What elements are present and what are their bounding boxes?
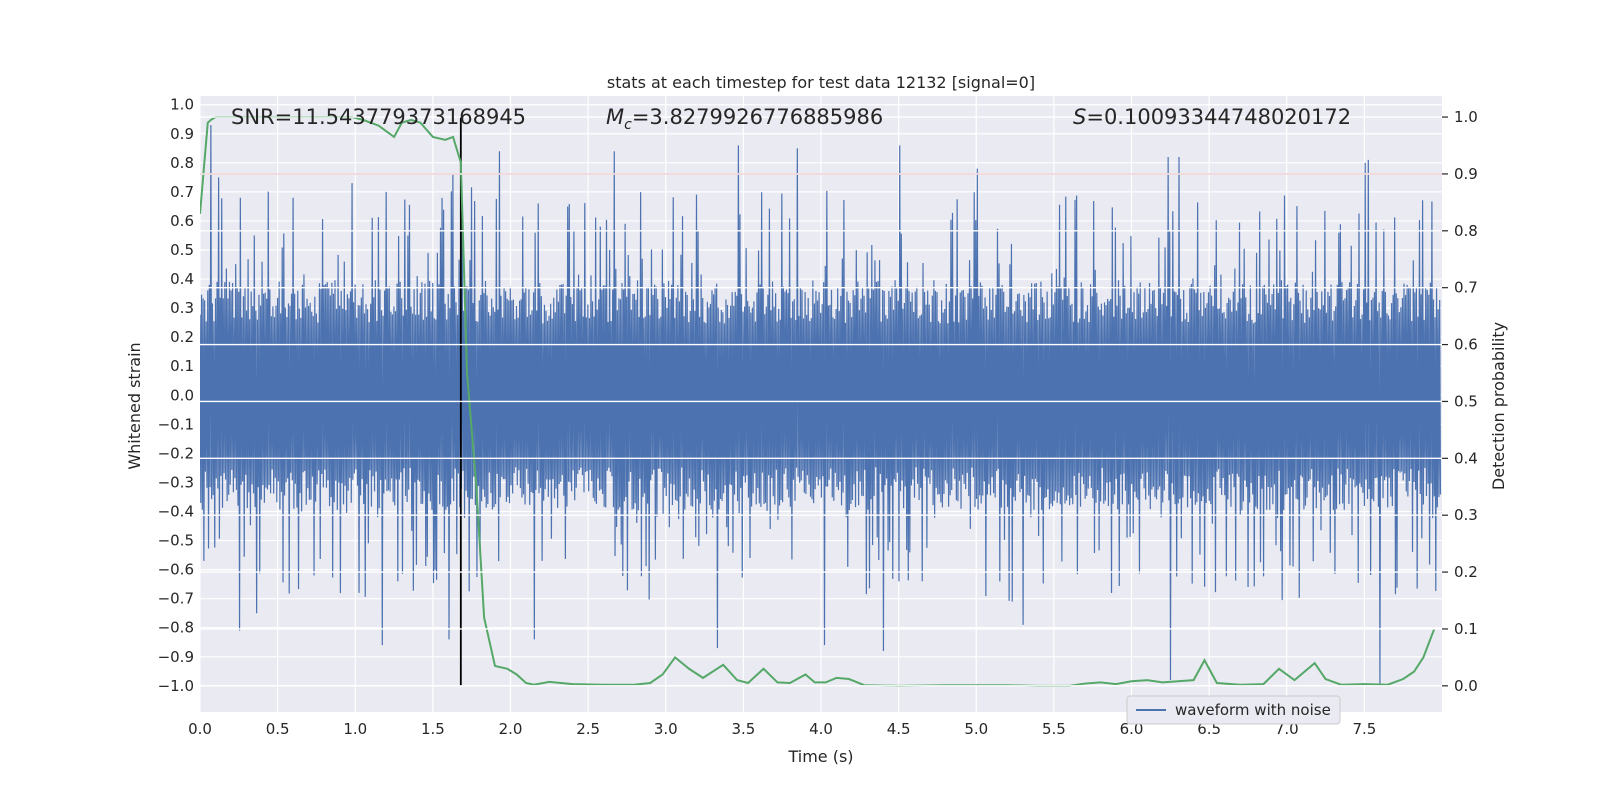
y-tick-label: 0.7: [170, 183, 194, 201]
y-tick-label: 0.2: [170, 328, 194, 346]
y-tick-label: 0.5: [170, 241, 194, 259]
x-tick-label: 2.5: [576, 720, 600, 738]
y-tick-label: 0.9: [170, 125, 194, 143]
y2-tick-label: 0.8: [1454, 222, 1478, 240]
y-tick-label: −0.8: [158, 619, 194, 637]
snr-annotation: SNR=11.543779373168945: [231, 105, 526, 129]
y-tick-label: −1.0: [158, 677, 194, 695]
y2-tick-label: 0.4: [1454, 449, 1478, 467]
x-tick-label: 5.5: [1042, 720, 1066, 738]
y2-tick-label: 0.1: [1454, 620, 1478, 638]
y-tick-label: 1.0: [170, 96, 194, 114]
x-tick-label: 7.5: [1352, 720, 1376, 738]
waveform-series-line: [200, 125, 1442, 686]
y-tick-label: 0.1: [170, 357, 194, 375]
legend: waveform with noise: [1126, 695, 1341, 725]
s-annotation: S=0.10093344748020172: [1073, 105, 1351, 129]
x-tick-label: 1.5: [421, 720, 445, 738]
y-tick-label: 0.3: [170, 299, 194, 317]
y2-axis-ticks: 1.0 0.9 0.8 0.7 0.6 0.5 0.4 0.3 0.2 0.1 0.0: [1442, 108, 1478, 695]
y-tick-label: −0.3: [158, 473, 194, 491]
y-tick-label: −0.7: [158, 590, 194, 608]
y2-tick-label: 0.2: [1454, 563, 1478, 581]
chirp-mass-value: =3.8279926776885986: [632, 105, 883, 129]
y-tick-label: −0.5: [158, 532, 194, 550]
secondary-horizontal-gridlines: [200, 116, 1442, 687]
y-axis-ticks: 1.0 0.9 0.8 0.7 0.6 0.5 0.4 0.3 0.2 0.1 0.0 −0.1 −0.…: [158, 96, 194, 695]
y-tick-label: −0.9: [158, 648, 194, 666]
y-axis-label: Whitened strain: [125, 342, 144, 469]
chirp-mass-symbol: M: [606, 105, 624, 129]
legend-box: [1126, 695, 1341, 725]
x-tick-label: 2.0: [499, 720, 523, 738]
x-tick-label: 0.0: [188, 720, 212, 738]
y-tick-label: 0.4: [170, 270, 194, 288]
y-tick-label: 0.0: [170, 386, 194, 404]
y2-tick-label: 0.5: [1454, 392, 1478, 410]
x-tick-label: 4.0: [809, 720, 833, 738]
y-tick-label: 0.8: [170, 154, 194, 172]
y-tick-label: −0.2: [158, 444, 194, 462]
y-tick-label: −0.6: [158, 561, 194, 579]
y2-tick-label: 0.3: [1454, 506, 1478, 524]
chirp-mass-annotation: Mc=3.8279926776885986: [606, 105, 883, 133]
x-tick-label: 4.5: [887, 720, 911, 738]
detection-probability-series-line: [200, 116, 1436, 687]
y2-axis-label: Detection probability: [1489, 322, 1508, 490]
chart-title: stats at each timestep for test data 121…: [607, 73, 1035, 92]
x-tick-label: 0.5: [266, 720, 290, 738]
s-value: =0.10093344748020172: [1086, 105, 1351, 129]
y2-tick-label: 1.0: [1454, 108, 1478, 126]
x-tick-label: 3.0: [654, 720, 678, 738]
y-tick-label: −0.1: [158, 415, 194, 433]
y2-tick-label: 0.7: [1454, 279, 1478, 297]
x-axis-ticks: 0.0 0.5 1.0 1.5 2.0 2.5 3.0 3.5 4.0 4.5 5.0 5.5 6.0 6…: [188, 720, 1376, 738]
x-axis-label: Time (s): [787, 747, 853, 766]
x-tick-label: 3.5: [731, 720, 755, 738]
chirp-mass-subscript: c: [624, 117, 632, 133]
x-tick-label: 5.0: [964, 720, 988, 738]
legend-label: waveform with noise: [1175, 701, 1331, 719]
y-tick-label: −0.4: [158, 503, 194, 521]
y2-tick-label: 0.9: [1454, 165, 1478, 183]
x-tick-label: 1.0: [343, 720, 367, 738]
y-tick-label: 0.6: [170, 212, 194, 230]
s-symbol: S: [1073, 105, 1086, 129]
y2-tick-label: 0.0: [1454, 677, 1478, 695]
y2-tick-label: 0.6: [1454, 336, 1478, 354]
